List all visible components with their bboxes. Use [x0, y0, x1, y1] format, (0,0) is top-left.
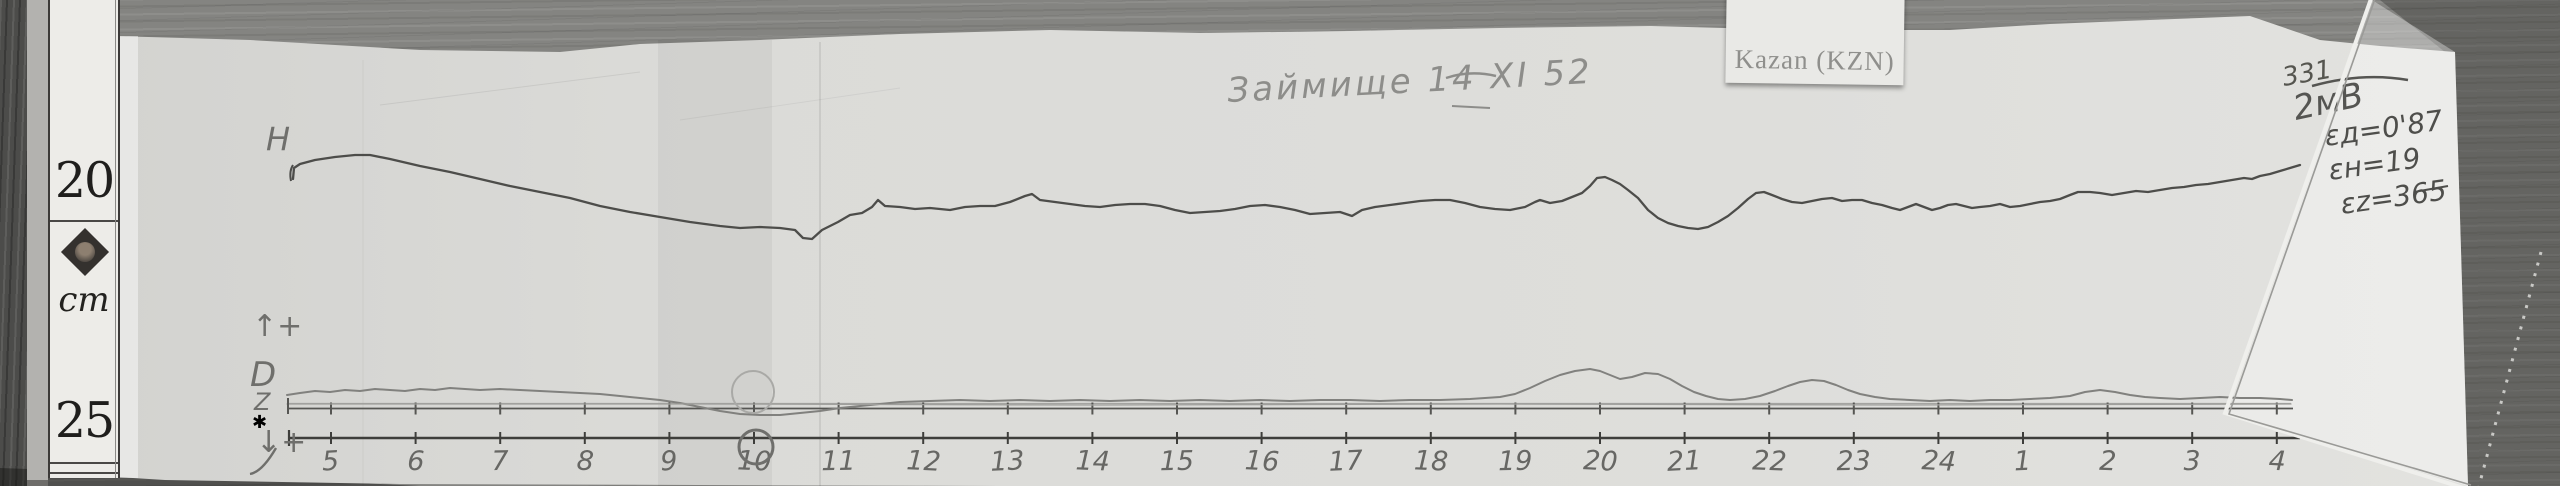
- hour-label: 17: [1328, 445, 1364, 478]
- glass-edge-shadow: [2227, 0, 2472, 486]
- hour-label: 19: [1498, 446, 1533, 478]
- station-label: Kazan (KZN): [1734, 43, 1896, 77]
- hour-label: 18: [1413, 445, 1448, 477]
- d-trace: [286, 368, 2293, 416]
- table-edge-left: [0, 0, 27, 486]
- photo-scale-ruler: 20 cm 25: [27, 0, 120, 486]
- trace-start-hook: [289, 164, 294, 182]
- hour-label: 4: [2268, 446, 2287, 478]
- down-arrow-tail: [249, 447, 278, 476]
- hour-label: 11: [821, 446, 856, 478]
- h-trace-label: H: [266, 120, 290, 158]
- traces-group: [286, 153, 2302, 416]
- hour-label: 8: [576, 446, 595, 478]
- glass-edge: [2222, 0, 2464, 486]
- paper-scratch: [379, 71, 641, 106]
- glass-edge-reflection: [2477, 251, 2543, 486]
- ruler-divider: [50, 220, 118, 222]
- hour-labels-group: 5 6 7 8 9 10 11 12 13 14 15 16 17 18 19 20 21 22 23 24 1 2 3 4: [321, 445, 2286, 478]
- hour-label: 24: [1921, 445, 1957, 478]
- paper-scratch: [679, 87, 901, 121]
- up-plus-mark: ↑+: [252, 309, 302, 344]
- hour-label: 2: [2099, 446, 2117, 478]
- title-underline: [1451, 105, 1491, 109]
- hour-label: 15: [1159, 446, 1194, 478]
- z-trace-label: Z: [253, 388, 271, 416]
- ruler-bevel: [27, 0, 48, 486]
- ruler-mark-25: 25: [54, 392, 115, 449]
- station-label-card: Kazan (KZN): [1725, 0, 1905, 86]
- hour-label: 9: [660, 446, 679, 478]
- emblem-icon: [60, 227, 110, 277]
- ruler-unit-label: cm: [58, 280, 110, 320]
- hour-label: 20: [1582, 445, 1618, 478]
- record-paper: [112, 16, 2468, 486]
- hour-label: 6: [407, 446, 425, 478]
- hour-label: 23: [1836, 446, 1871, 478]
- note-overline: [2413, 185, 2449, 193]
- h-trace: [291, 153, 2302, 241]
- hour-10-circle-mark: [731, 370, 775, 414]
- hour-label: 5: [321, 446, 340, 478]
- hour-label: 3: [2183, 446, 2201, 477]
- z-trace: [286, 403, 2292, 406]
- hour-label: 21: [1666, 445, 1702, 478]
- hour-label: 14: [1075, 445, 1110, 477]
- down-plus-mark: ↓+: [256, 425, 306, 460]
- hour-label: 7: [491, 446, 509, 477]
- hour-label: 16: [1244, 445, 1280, 478]
- hour-label: 22: [1752, 445, 1787, 477]
- hour-10-circle-mark: [737, 428, 775, 466]
- title-overline: [1445, 72, 1497, 80]
- ruler-face: 20 cm 25: [48, 0, 120, 478]
- paper-band: [658, 40, 772, 486]
- ruler-end-lines: [50, 462, 118, 474]
- ruler-mark-20: 20: [54, 152, 115, 209]
- hour-label: 12: [906, 445, 942, 478]
- star-mark: ✱: [252, 412, 267, 433]
- emblem-medallion: [70, 237, 100, 267]
- hour-label: 1: [2013, 446, 2032, 478]
- table-dark-right: [2380, 0, 2560, 486]
- hour-label: 13: [989, 445, 1025, 478]
- glass-highlight-area: [2228, 0, 2468, 486]
- d-trace-label: D: [250, 355, 276, 395]
- note-overline: [2311, 75, 2409, 88]
